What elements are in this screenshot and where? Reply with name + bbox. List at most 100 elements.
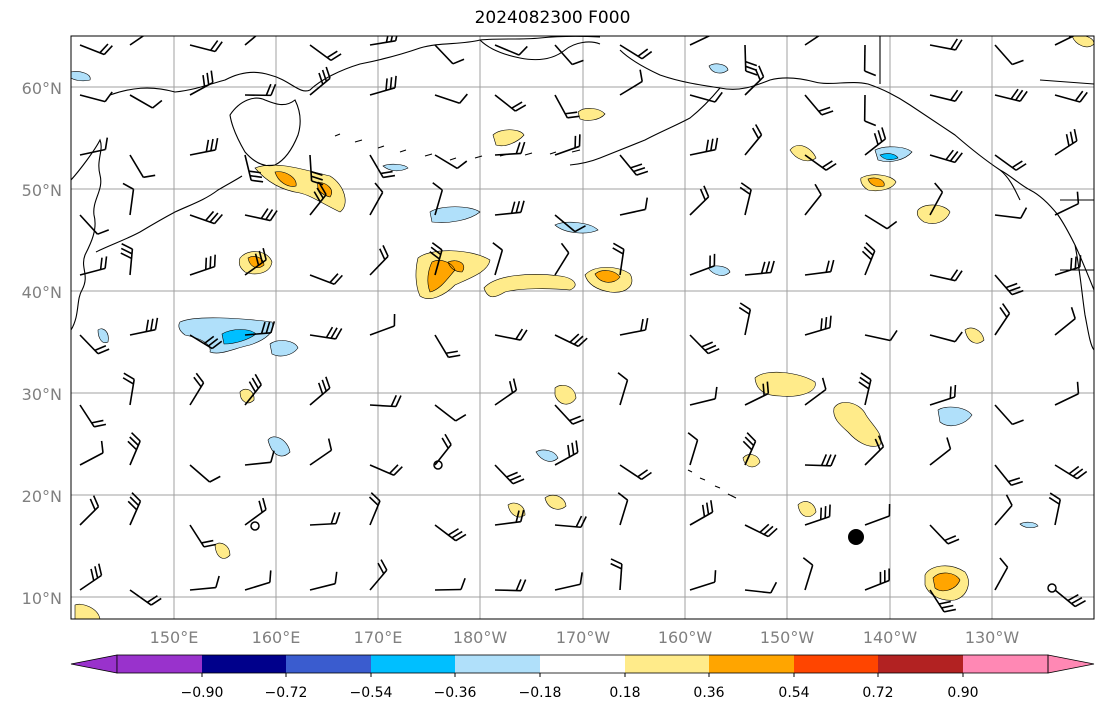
colorbar-bin: [794, 655, 878, 673]
colorbar-tick-label: 0.90: [947, 685, 978, 701]
wind-barb: [244, 154, 264, 183]
wind-barb: [863, 44, 877, 77]
colorbar-bin: [963, 655, 1048, 673]
wind-barb: [244, 450, 275, 466]
siberia-coastline: [109, 36, 601, 96]
colorbar-tick-label: −0.72: [265, 685, 308, 701]
wind-barb: [929, 384, 957, 406]
asia-coastline: [71, 138, 102, 331]
wind-barb: [554, 515, 587, 529]
wind-barb: [929, 524, 960, 545]
anomaly-patches: [71, 36, 1094, 619]
wind-barb: [189, 70, 214, 96]
wind-barb: [79, 43, 113, 56]
colorbar-tick-label: −0.54: [350, 685, 393, 701]
wind-barb: [554, 94, 580, 119]
negative-anomaly-patch: [708, 63, 729, 74]
colorbar-tick-label: −0.36: [434, 685, 477, 701]
wind-barb: [244, 497, 267, 526]
wind-barb: [994, 303, 1011, 336]
wind-barb: [554, 44, 584, 66]
wind-barb: [189, 372, 205, 406]
wind-barb: [79, 214, 110, 235]
wind-barb: [244, 248, 267, 276]
wind-barb: [994, 207, 1028, 219]
wind-barb: [744, 523, 778, 538]
wind-barb: [689, 36, 711, 46]
wind-barb: [744, 581, 778, 594]
wind-barb: [554, 333, 588, 348]
wind-barb: [554, 404, 585, 425]
wind-barb: [120, 243, 134, 276]
wind-barb: [244, 570, 272, 591]
colorbar-extend-high: [1047, 654, 1095, 674]
wind-barb: [994, 404, 1024, 426]
longitude-labels: 150°E 160°E 170°E 180°W 170°W 160°W 150°…: [150, 628, 1020, 647]
wind-barb: [369, 313, 396, 336]
calm-circles: [250, 460, 1057, 593]
wind-barb: [127, 492, 142, 526]
wind-barb: [687, 432, 699, 466]
lon-label: 180°W: [453, 628, 508, 647]
wind-barb: [369, 182, 384, 216]
latitude-labels: 60°N 50°N 40°N 30°N 20°N 10°N: [22, 79, 62, 608]
wind-barb: [864, 435, 885, 466]
wind-barb: [742, 432, 757, 466]
wind-barb: [434, 334, 461, 359]
wind-barb: [309, 438, 333, 466]
wind-barb: [739, 182, 752, 216]
wind-barb: [189, 524, 216, 548]
wind-barb: [994, 154, 1027, 171]
wind-barb: [434, 577, 466, 591]
positive-anomaly-patch: [754, 371, 816, 397]
wind-barb: [1054, 128, 1078, 156]
chukotka-coastline: [479, 39, 601, 61]
negative-anomaly-patch: [937, 406, 973, 426]
wind-barb: [309, 511, 341, 526]
wind-barb: [494, 328, 528, 341]
wind-barb: [189, 575, 220, 591]
colorbar-bin: [709, 655, 794, 673]
wind-barb: [744, 260, 775, 276]
wind-barb: [309, 154, 324, 186]
wind-barb: [804, 94, 834, 116]
wind-barb: [929, 182, 944, 216]
wind-barb: [79, 440, 104, 466]
wind-barb: [494, 464, 525, 485]
colorbar-extend-low: [70, 654, 118, 674]
colorbar: [70, 654, 1095, 677]
negative-anomaly-patch: [429, 206, 481, 223]
map-frame: [70, 35, 1095, 620]
wind-barb: [619, 154, 649, 176]
wind-barb: [689, 334, 720, 355]
positive-anomaly-patch: [789, 145, 817, 162]
wind-barb: [994, 274, 1024, 296]
lat-label: 30°N: [22, 385, 62, 404]
wind-barb: [619, 44, 653, 60]
wind-barb: [738, 302, 752, 336]
colorbar-tick-label: 0.54: [778, 685, 809, 701]
wind-barb: [189, 464, 221, 483]
wind-barbs: [79, 36, 1088, 613]
calm-circle: [433, 460, 443, 470]
positive-anomaly-patch: [577, 108, 606, 121]
wind-barb: [309, 326, 343, 340]
wind-barb: [79, 91, 113, 103]
wind-barb: [610, 558, 623, 591]
wind-barb: [929, 149, 963, 164]
wind-barb: [434, 154, 468, 170]
wind-barb: [619, 464, 652, 481]
negative-anomaly-patch: [269, 340, 299, 357]
wind-barb: [689, 253, 716, 276]
positive-anomaly-patch: [74, 603, 101, 619]
colorbar-outline: [116, 654, 1049, 674]
lon-label: 160°W: [658, 628, 713, 647]
north-america-coastline: [1074, 244, 1094, 351]
positive-anomaly-patch: [554, 385, 577, 405]
wind-barb: [554, 572, 583, 591]
positive-anomaly-patch: [544, 494, 567, 510]
wind-barb: [122, 182, 135, 216]
wind-barb: [929, 589, 957, 613]
colorbar-bin: [540, 655, 625, 673]
wind-barb: [619, 318, 649, 336]
